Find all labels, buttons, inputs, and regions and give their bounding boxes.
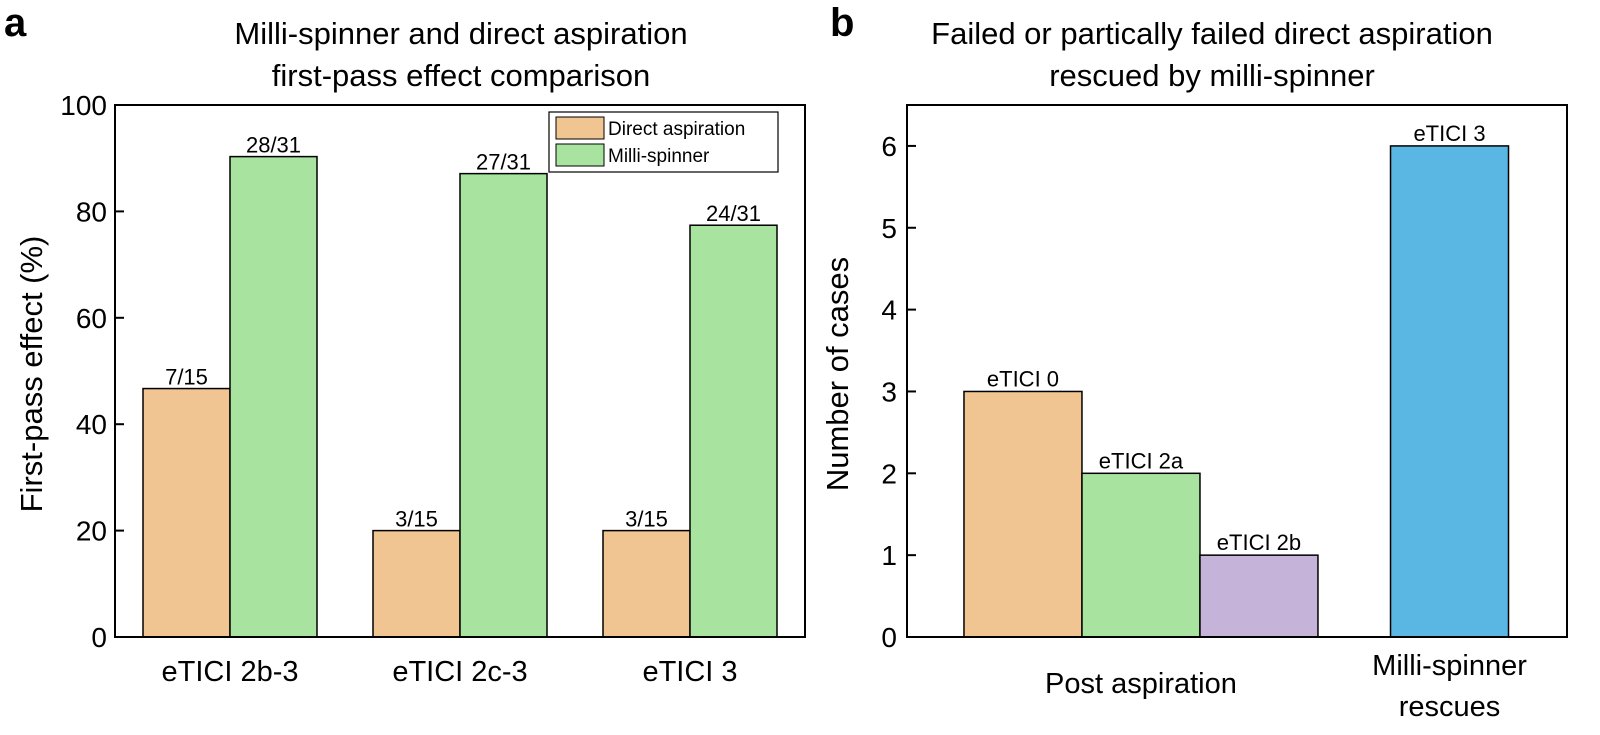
panel-b-x-categories: Post aspiration Milli-spinner rescues bbox=[1045, 650, 1527, 723]
y-tick-label-60: 60 bbox=[76, 303, 107, 334]
panel-b-plot-frame bbox=[906, 104, 1568, 638]
panel-b-letter: b bbox=[830, 1, 854, 45]
data-label-etici-2a: eTICI 2a bbox=[1099, 448, 1184, 473]
data-label-etici-2b: eTICI 2b bbox=[1217, 530, 1301, 555]
bar-milli-spinner-etici-3 bbox=[689, 224, 778, 638]
y-tick-label-1: 1 bbox=[881, 540, 897, 571]
bar-direct-aspiration-etici-2c-3 bbox=[372, 529, 461, 638]
x-category-milli-spinner-rescues-line2: rescues bbox=[1399, 691, 1501, 723]
legend-swatch-direct-aspiration bbox=[555, 116, 605, 140]
data-label-milli-spinner-etici-2b-3: 28/31 bbox=[246, 133, 301, 158]
data-label-milli-spinner-etici-2c-3: 27/31 bbox=[476, 150, 531, 175]
x-category-etici-2c-3: eTICI 2c-3 bbox=[392, 656, 527, 688]
y-tick-label-0: 0 bbox=[881, 622, 897, 653]
x-category-post-aspiration-line1: Post aspiration bbox=[1045, 668, 1237, 700]
bar-milli-spinner-etici-2b-3 bbox=[229, 155, 318, 638]
bar-etici-2a bbox=[1081, 472, 1201, 638]
x-category-etici-2b-3: eTICI 2b-3 bbox=[162, 656, 299, 688]
x-category-etici-3: eTICI 3 bbox=[642, 656, 737, 688]
y-tick-label-2: 2 bbox=[881, 458, 897, 489]
y-tick-label-100: 100 bbox=[60, 90, 107, 121]
panel-a-legend: Direct aspiration Milli-spinner bbox=[548, 111, 779, 173]
panel-b-title-line2: rescued by milli-spinner bbox=[1049, 58, 1375, 93]
bar-etici-2b bbox=[1199, 554, 1319, 638]
bar-direct-aspiration-etici-3 bbox=[602, 529, 691, 638]
bar-milli-spinner-etici-2c-3 bbox=[459, 172, 548, 638]
panel-b: b Failed or partically failed direct asp… bbox=[820, 1, 1568, 723]
bar-etici-0 bbox=[963, 390, 1083, 638]
data-label-direct-aspiration-etici-2c-3: 3/15 bbox=[395, 507, 438, 532]
panel-a-title-line1: Milli-spinner and direct aspiration bbox=[234, 16, 687, 51]
y-tick-label-80: 80 bbox=[76, 196, 107, 227]
panel-a-data-labels: 7/15 28/31 3/15 27/31 3/15 24/31 bbox=[165, 133, 761, 532]
panel-a-title-line2: first-pass effect comparison bbox=[272, 58, 650, 93]
y-tick-label-5: 5 bbox=[881, 213, 897, 244]
panel-a-letter: a bbox=[4, 1, 27, 45]
panel-a: a Milli-spinner and direct aspiration fi… bbox=[4, 1, 806, 688]
y-tick-label-4: 4 bbox=[881, 295, 897, 326]
y-tick-label-0: 0 bbox=[91, 622, 107, 653]
panel-a-y-ticks: 0 20 40 60 80 100 bbox=[60, 90, 124, 653]
panel-a-x-categories: eTICI 2b-3 eTICI 2c-3 eTICI 3 bbox=[162, 656, 738, 688]
panel-b-bars bbox=[963, 145, 1510, 638]
x-category-milli-spinner-rescues-line1: Milli-spinner bbox=[1372, 650, 1527, 682]
legend-label-milli-spinner: Milli-spinner bbox=[608, 146, 710, 167]
data-label-etici-3: eTICI 3 bbox=[1413, 121, 1485, 146]
y-tick-label-20: 20 bbox=[76, 516, 107, 547]
panel-b-y-ticks: 0 1 2 3 4 5 6 bbox=[881, 131, 916, 653]
y-tick-label-6: 6 bbox=[881, 131, 897, 162]
panel-b-title-line1: Failed or partically failed direct aspir… bbox=[931, 16, 1493, 51]
bar-direct-aspiration-etici-2b-3 bbox=[142, 387, 231, 638]
panel-a-y-axis-label: First-pass effect (%) bbox=[14, 236, 49, 513]
panel-a-bars bbox=[142, 155, 778, 638]
data-label-direct-aspiration-etici-2b-3: 7/15 bbox=[165, 365, 208, 390]
bar-etici-3 bbox=[1389, 145, 1510, 638]
y-tick-label-40: 40 bbox=[76, 409, 107, 440]
data-label-direct-aspiration-etici-3: 3/15 bbox=[625, 507, 668, 532]
y-tick-label-3: 3 bbox=[881, 376, 897, 407]
panel-b-data-labels: eTICI 0 eTICI 2a eTICI 2b eTICI 3 bbox=[987, 121, 1486, 555]
data-label-etici-0: eTICI 0 bbox=[987, 366, 1059, 391]
data-label-milli-spinner-etici-3: 24/31 bbox=[706, 201, 761, 226]
panel-a-plot-frame bbox=[114, 104, 806, 638]
legend-label-direct-aspiration: Direct aspiration bbox=[608, 119, 745, 140]
legend-swatch-milli-spinner bbox=[555, 143, 605, 167]
panel-b-y-axis-label: Number of cases bbox=[820, 257, 855, 491]
